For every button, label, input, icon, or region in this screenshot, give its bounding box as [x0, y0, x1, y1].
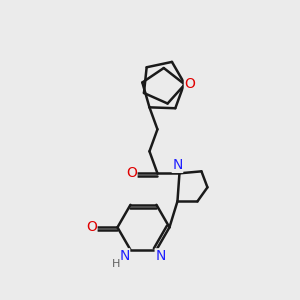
Text: O: O: [86, 220, 97, 234]
Text: N: N: [172, 158, 183, 172]
Text: O: O: [126, 166, 137, 180]
Text: O: O: [184, 77, 195, 91]
Text: N: N: [119, 249, 130, 263]
Text: N: N: [155, 249, 166, 263]
Text: H: H: [112, 259, 121, 269]
Text: O: O: [185, 77, 196, 91]
